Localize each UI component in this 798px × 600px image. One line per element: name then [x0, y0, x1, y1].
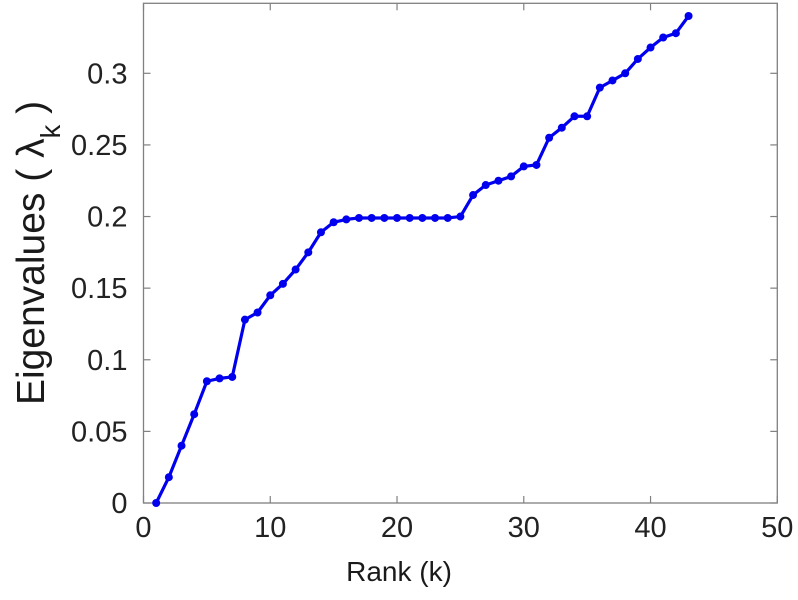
svg-text:50: 50: [761, 512, 793, 544]
svg-text:10: 10: [254, 512, 286, 544]
svg-text:0.2: 0.2: [87, 202, 127, 234]
svg-text:20: 20: [381, 512, 413, 544]
svg-text:40: 40: [634, 512, 666, 544]
svg-text:0.3: 0.3: [87, 58, 127, 90]
svg-text:0: 0: [111, 488, 127, 520]
svg-text:30: 30: [508, 512, 540, 544]
svg-text:0.25: 0.25: [71, 130, 127, 162]
svg-text:0.1: 0.1: [87, 345, 127, 377]
svg-text:0: 0: [135, 512, 151, 544]
svg-text:0.05: 0.05: [71, 416, 127, 448]
svg-text:0.15: 0.15: [71, 273, 127, 305]
